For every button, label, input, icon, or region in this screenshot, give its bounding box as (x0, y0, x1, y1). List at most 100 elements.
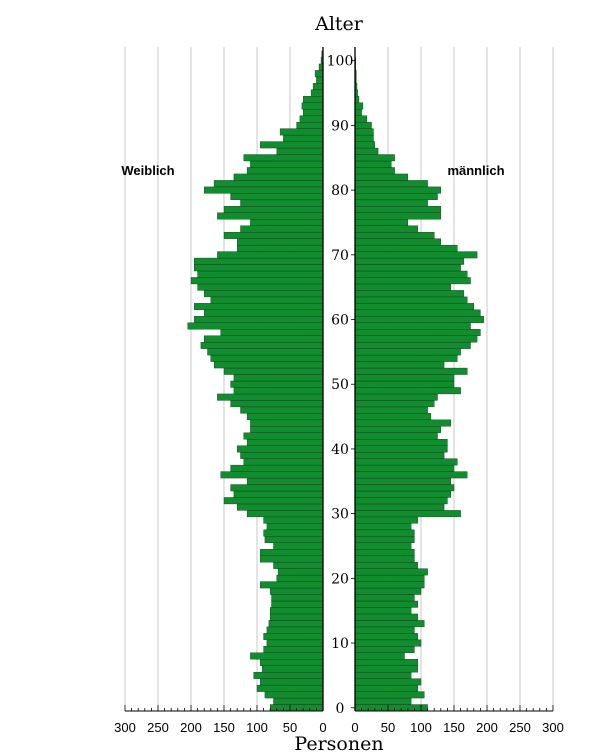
bar-female-age-14 (270, 613, 324, 621)
bar-male-age-43 (354, 426, 442, 433)
bar-female-age-13 (268, 620, 324, 628)
bar-female-age-21 (277, 568, 324, 576)
bar-male-age-87 (354, 141, 375, 149)
bar-female-age-37 (230, 464, 324, 472)
bar-male-age-76 (354, 212, 442, 220)
bar-male-age-59 (354, 322, 471, 330)
bar-male-age-83 (354, 167, 395, 175)
bar-female-age-67 (197, 270, 324, 278)
age-tick-label-100: 100 (327, 54, 354, 70)
y-axis-title: Alter (314, 13, 364, 35)
bar-male-age-70 (354, 251, 478, 259)
bar-female-age-1 (273, 697, 324, 705)
bar-male-age-71 (354, 244, 458, 252)
female-bars (187, 50, 324, 712)
bar-female-age-9 (263, 646, 324, 653)
bar-female-age-54 (210, 354, 324, 362)
bar-male-age-46 (354, 406, 428, 414)
bar-male-age-42 (354, 432, 438, 440)
x-tick-label-right-50: 50 (381, 720, 395, 735)
bar-female-age-61 (203, 309, 324, 317)
bar-female-age-8 (250, 652, 324, 660)
bar-male-age-31 (354, 503, 445, 511)
bar-female-age-12 (266, 626, 324, 634)
bar-male-age-36 (354, 471, 468, 479)
bar-male-age-69 (354, 257, 465, 265)
bar-male-age-26 (354, 536, 415, 543)
bar-female-age-18 (270, 587, 324, 595)
x-tick-label-left-0: 0 (319, 720, 326, 735)
bar-female-age-16 (271, 600, 324, 608)
age-tick-label-80: 80 (331, 183, 349, 199)
bar-male-age-67 (354, 270, 468, 278)
bar-female-age-34 (230, 484, 324, 492)
bar-female-age-30 (246, 510, 324, 518)
bar-female-age-19 (260, 581, 324, 589)
bar-male-age-88 (354, 134, 374, 142)
bar-female-age-94 (303, 96, 324, 103)
bar-male-age-23 (354, 555, 415, 563)
bar-female-age-95 (310, 89, 324, 97)
bar-male-age-58 (354, 329, 481, 336)
bar-female-age-75 (250, 219, 324, 226)
bar-male-age-60 (354, 316, 484, 323)
bar-female-age-58 (220, 329, 324, 336)
bar-female-age-53 (213, 361, 324, 369)
bar-male-age-18 (354, 587, 422, 595)
age-tick-label-50: 50 (331, 377, 349, 393)
bar-male-age-84 (354, 160, 392, 168)
bar-male-age-8 (354, 652, 405, 660)
bar-female-age-69 (194, 257, 324, 265)
bar-male-age-39 (354, 451, 445, 459)
bar-male-age-2 (354, 691, 425, 699)
bar-male-age-33 (354, 490, 451, 498)
bar-male-age-6 (354, 665, 418, 673)
x-tick-label-left-300: 300 (114, 720, 136, 735)
x-tick-label-left-100: 100 (246, 720, 268, 735)
bar-male-age-73 (354, 231, 435, 239)
bar-female-age-10 (266, 639, 324, 647)
bar-female-age-15 (270, 607, 324, 615)
bar-female-age-4 (260, 678, 324, 686)
bar-female-age-85 (243, 154, 324, 162)
legend-female: Weiblich (121, 163, 174, 178)
bar-female-age-92 (303, 109, 324, 116)
bar-female-age-93 (301, 102, 324, 110)
bar-male-age-63 (354, 296, 468, 304)
bar-male-age-14 (354, 613, 418, 621)
bar-female-age-89 (279, 128, 324, 136)
bar-male-age-28 (354, 523, 412, 531)
bar-male-age-89 (354, 128, 374, 136)
bar-male-age-11 (354, 633, 418, 641)
bar-female-age-70 (217, 251, 324, 259)
bar-female-age-57 (203, 335, 324, 343)
bar-male-age-80 (354, 186, 442, 194)
bar-female-age-42 (243, 432, 324, 440)
age-tick-labels: 0 10 20 30 40 50 60 70 80 90 100 (327, 54, 355, 717)
bar-female-age-41 (246, 439, 324, 446)
bar-female-age-79 (230, 193, 324, 201)
bar-female-age-72 (236, 238, 324, 246)
bar-male-age-62 (354, 303, 475, 311)
bar-male-age-53 (354, 361, 445, 369)
x-tick-label-right-0: 0 (351, 720, 358, 735)
age-tick-label-90: 90 (331, 118, 349, 134)
bar-male-age-86 (354, 147, 379, 155)
bar-male-age-5 (354, 671, 412, 679)
bar-male-age-56 (354, 341, 471, 349)
bar-male-age-34 (354, 484, 455, 492)
bar-male-age-12 (354, 626, 415, 634)
bar-female-age-29 (263, 516, 324, 524)
bar-male-age-50 (354, 380, 455, 388)
bar-male-age-20 (354, 574, 425, 582)
bar-female-age-65 (197, 283, 324, 291)
bar-female-age-17 (271, 594, 324, 602)
bar-female-age-35 (246, 477, 324, 485)
bar-female-age-52 (223, 367, 324, 375)
bar-male-age-47 (354, 400, 435, 408)
bar-female-age-73 (223, 231, 324, 239)
x-tick-label-right-150: 150 (443, 720, 465, 735)
bar-female-age-80 (203, 186, 324, 194)
bar-male-age-72 (354, 238, 442, 246)
